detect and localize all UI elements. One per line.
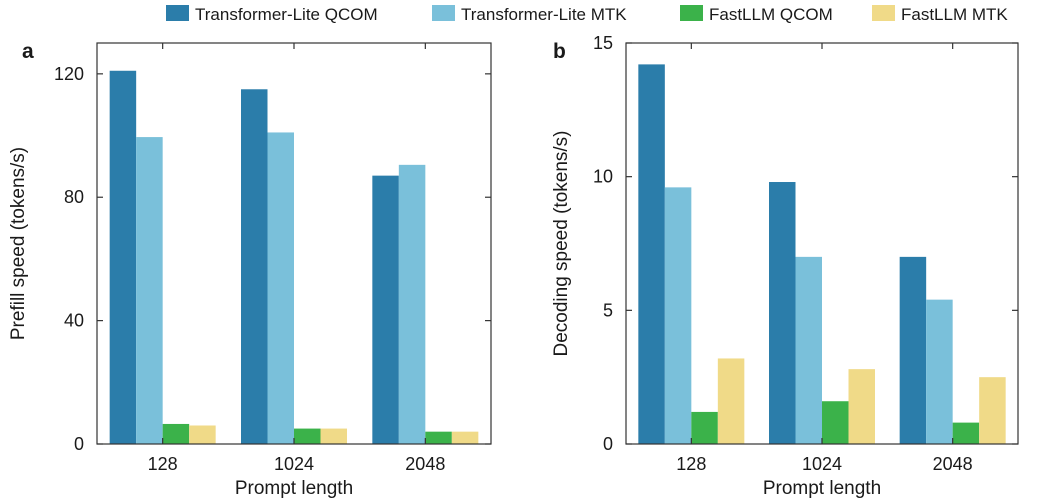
bar — [769, 182, 796, 444]
bar — [241, 89, 268, 445]
panel-label: b — [553, 40, 566, 63]
bar — [189, 425, 216, 444]
panel-label: a — [22, 40, 34, 63]
bar — [425, 431, 452, 444]
x-axis-label: Prompt length — [763, 478, 881, 499]
bar — [136, 137, 163, 445]
x-tick-label: 2048 — [405, 454, 445, 474]
bar — [664, 187, 692, 445]
bar — [294, 428, 321, 444]
x-tick-label: 1024 — [802, 454, 842, 474]
bar — [451, 431, 479, 444]
y-axis-label: Decoding speed (tokens/s) — [551, 130, 572, 356]
y-tick-label: 0 — [603, 434, 613, 454]
y-tick-label: 40 — [64, 311, 84, 331]
legend-label: Transformer-Lite MTK — [461, 5, 627, 24]
x-tick-label: 1024 — [274, 454, 314, 474]
y-tick-label: 0 — [74, 434, 84, 454]
bar — [398, 164, 426, 445]
bar — [372, 175, 399, 444]
bar — [638, 64, 665, 445]
bar — [952, 422, 980, 444]
y-tick-label: 120 — [54, 64, 84, 84]
bar — [320, 428, 347, 444]
y-tick-label: 10 — [593, 167, 613, 187]
legend: Transformer-Lite QCOM Transformer-Lite MT… — [166, 5, 1008, 24]
y-tick-label: 5 — [603, 300, 613, 320]
bar — [109, 70, 137, 444]
bar — [691, 411, 718, 444]
legend-swatch — [680, 5, 703, 21]
panel-a: 0 40 80 120 128 1024 2048 Prompt length Prefill … — [8, 40, 492, 499]
x-tick-label: 128 — [676, 454, 706, 474]
bar — [926, 299, 953, 444]
x-tick-label: 128 — [148, 454, 178, 474]
bar — [979, 377, 1006, 444]
bar — [162, 423, 190, 444]
bar — [717, 358, 745, 444]
bar — [267, 132, 294, 444]
x-tick-label: 2048 — [933, 454, 973, 474]
y-axis-label: Prefill speed (tokens/s) — [8, 147, 29, 340]
bar — [848, 369, 875, 444]
panel-b: 0 5 10 15 128 1024 2048 Prompt length Decoding s… — [551, 33, 1019, 499]
y-tick-label: 80 — [64, 187, 84, 207]
bar — [795, 256, 822, 444]
y-tick-label: 15 — [593, 33, 613, 53]
legend-label: Transformer-Lite QCOM — [195, 5, 378, 24]
legend-swatch — [166, 5, 189, 21]
x-axis-label: Prompt length — [235, 478, 353, 499]
legend-label: FastLLM MTK — [901, 5, 1008, 24]
bar — [822, 401, 849, 444]
legend-swatch — [432, 5, 455, 21]
legend-label: FastLLM QCOM — [709, 5, 833, 24]
legend-swatch — [872, 5, 895, 21]
bar — [899, 256, 927, 444]
